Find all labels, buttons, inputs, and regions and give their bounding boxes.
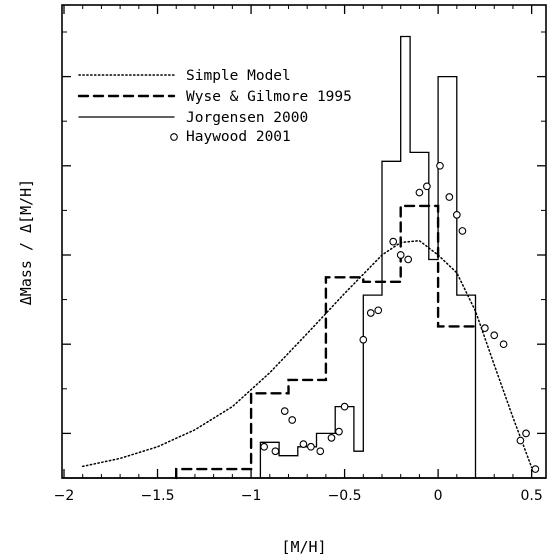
haywood-2001-point — [280, 407, 289, 415]
x-tick-labels: −2 −1.5 −1 −0.5 0 0.5 — [54, 488, 543, 504]
haywood-2001-point — [389, 237, 398, 246]
haywood-2001-point — [490, 331, 499, 340]
axis-ticks — [62, 5, 546, 478]
haywood-2001-point — [299, 440, 308, 448]
haywood-2001-point — [415, 188, 424, 197]
haywood-2001-point — [359, 335, 368, 344]
haywood-2001-point — [445, 193, 454, 201]
haywood-2001-point — [396, 251, 405, 259]
haywood-2001-point — [499, 340, 508, 349]
legend-swatch-haywood-2001 — [170, 133, 178, 141]
x-tick-label: −1.5 — [141, 488, 175, 504]
haywood-2001-point — [481, 324, 489, 332]
x-axis-label: [M/H] — [281, 538, 326, 556]
plot-frame — [61, 4, 547, 479]
haywood-2001-point — [307, 442, 315, 451]
haywood-2001-point — [327, 434, 336, 442]
legend-label-simple-model: Simple Model — [186, 68, 291, 84]
legend-label-haywood-2001: Haywood 2001 — [186, 129, 291, 145]
haywood-2001-point — [452, 211, 461, 219]
wyse-gilmore-1995-line — [174, 204, 477, 480]
x-tick-label: −0.5 — [328, 488, 362, 504]
haywood-2001-point — [271, 447, 280, 456]
haywood-2001-point — [335, 427, 343, 436]
haywood-2001-point — [340, 402, 349, 411]
haywood-2001-point — [288, 416, 297, 424]
y-axis-label: ΔMass / Δ[M/H] — [17, 179, 35, 305]
simple-model-line — [81, 239, 533, 469]
haywood-2001-point — [436, 161, 444, 170]
x-tick-label: 0.5 — [521, 488, 543, 504]
x-tick-label: 0 — [434, 488, 443, 504]
x-tick-label: −1 — [241, 488, 262, 504]
haywood-2001-point — [404, 255, 413, 264]
haywood-2001-point — [374, 306, 383, 315]
legend-label-wyse-gilmore-1995: Wyse & Gilmore 1995 — [186, 89, 352, 105]
haywood-2001-point — [316, 447, 325, 456]
haywood-2001-point — [531, 465, 540, 473]
series-layer — [81, 35, 540, 480]
haywood-2001-point — [260, 442, 269, 451]
haywood-2001-point — [522, 429, 530, 438]
legend: Simple Model Wyse & Gilmore 1995 Jorgensen… — [77, 68, 352, 145]
haywood-2001-point — [458, 227, 467, 235]
haywood-2001-point — [516, 436, 525, 445]
haywood-2001-point — [423, 182, 431, 191]
x-tick-label: −2 — [54, 488, 75, 504]
haywood-2001-point — [366, 309, 375, 317]
legend-label-jorgensen-2000: Jorgensen 2000 — [186, 110, 308, 126]
